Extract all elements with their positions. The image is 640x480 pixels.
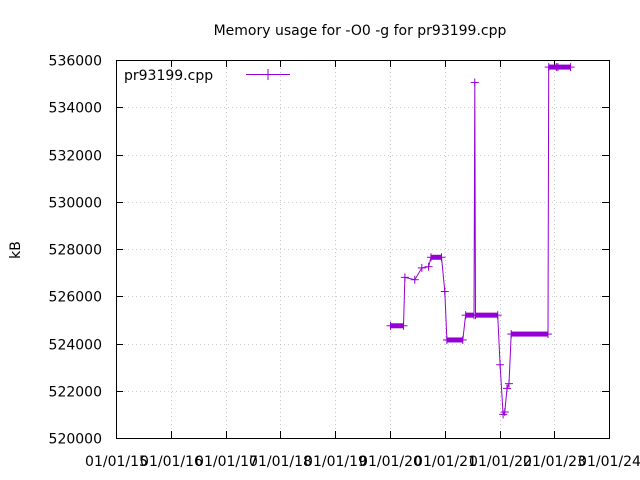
x-tick-label: 01/01/15 [85, 454, 148, 470]
grid-lines [116, 60, 610, 439]
data-series [386, 63, 575, 419]
data-point-marker [410, 275, 419, 284]
y-axis: 520000 522000 524000 526000 528000 530000 5320… [49, 54, 609, 448]
y-tick-label: 522000 [49, 385, 102, 401]
x-axis: 01/01/1501/01/1601/01/1701/01/1801/01/19… [85, 60, 640, 470]
y-tick-label: 520000 [49, 432, 102, 448]
x-tick-label: 01/01/18 [249, 454, 312, 470]
data-point-marker [503, 384, 512, 393]
series-dense-segment [556, 64, 558, 70]
series-dense-segment [548, 64, 557, 70]
data-point-marker [504, 379, 513, 388]
series-dense-segment [446, 337, 463, 343]
series-dense-segment [511, 331, 548, 337]
y-tick-label: 524000 [49, 338, 102, 354]
x-tick-label: 01/01/23 [523, 454, 586, 470]
x-tick-label: 01/01/19 [304, 454, 367, 470]
x-tick-label: 01/01/22 [469, 454, 532, 470]
x-tick-label: 01/01/16 [140, 454, 203, 470]
data-point-marker [470, 78, 479, 87]
x-tick-label: 01/01/20 [359, 454, 422, 470]
data-point-marker [417, 263, 426, 272]
y-tick-label: 530000 [49, 196, 102, 212]
data-point-marker [496, 360, 505, 369]
y-tick-label: 534000 [49, 101, 102, 117]
y-tick-label: 536000 [49, 54, 102, 70]
data-point-marker [440, 287, 449, 296]
data-point-marker [400, 273, 409, 282]
x-tick-label: 01/01/21 [414, 454, 477, 470]
data-point-marker [500, 408, 509, 417]
data-point-marker [424, 262, 433, 271]
chart-title: Memory usage for -O0 -g for pr93199.cpp [214, 23, 507, 39]
legend: pr93199.cpp [124, 68, 290, 84]
y-tick-label: 532000 [49, 149, 102, 165]
plot-area-border [116, 60, 610, 439]
x-tick-label: 01/01/17 [195, 454, 258, 470]
x-tick-label: 01/01/24 [578, 454, 640, 470]
series-dense-segment [465, 312, 475, 318]
legend-label: pr93199.cpp [124, 68, 213, 84]
series-line [390, 66, 571, 416]
series-dense-segment [557, 64, 571, 70]
y-axis-label: kB [8, 241, 24, 259]
series-dense-segment [390, 323, 404, 329]
series-dense-segment [430, 254, 442, 260]
y-tick-label: 526000 [49, 290, 102, 306]
series-dense-segment [475, 312, 498, 318]
y-tick-label: 528000 [49, 243, 102, 259]
